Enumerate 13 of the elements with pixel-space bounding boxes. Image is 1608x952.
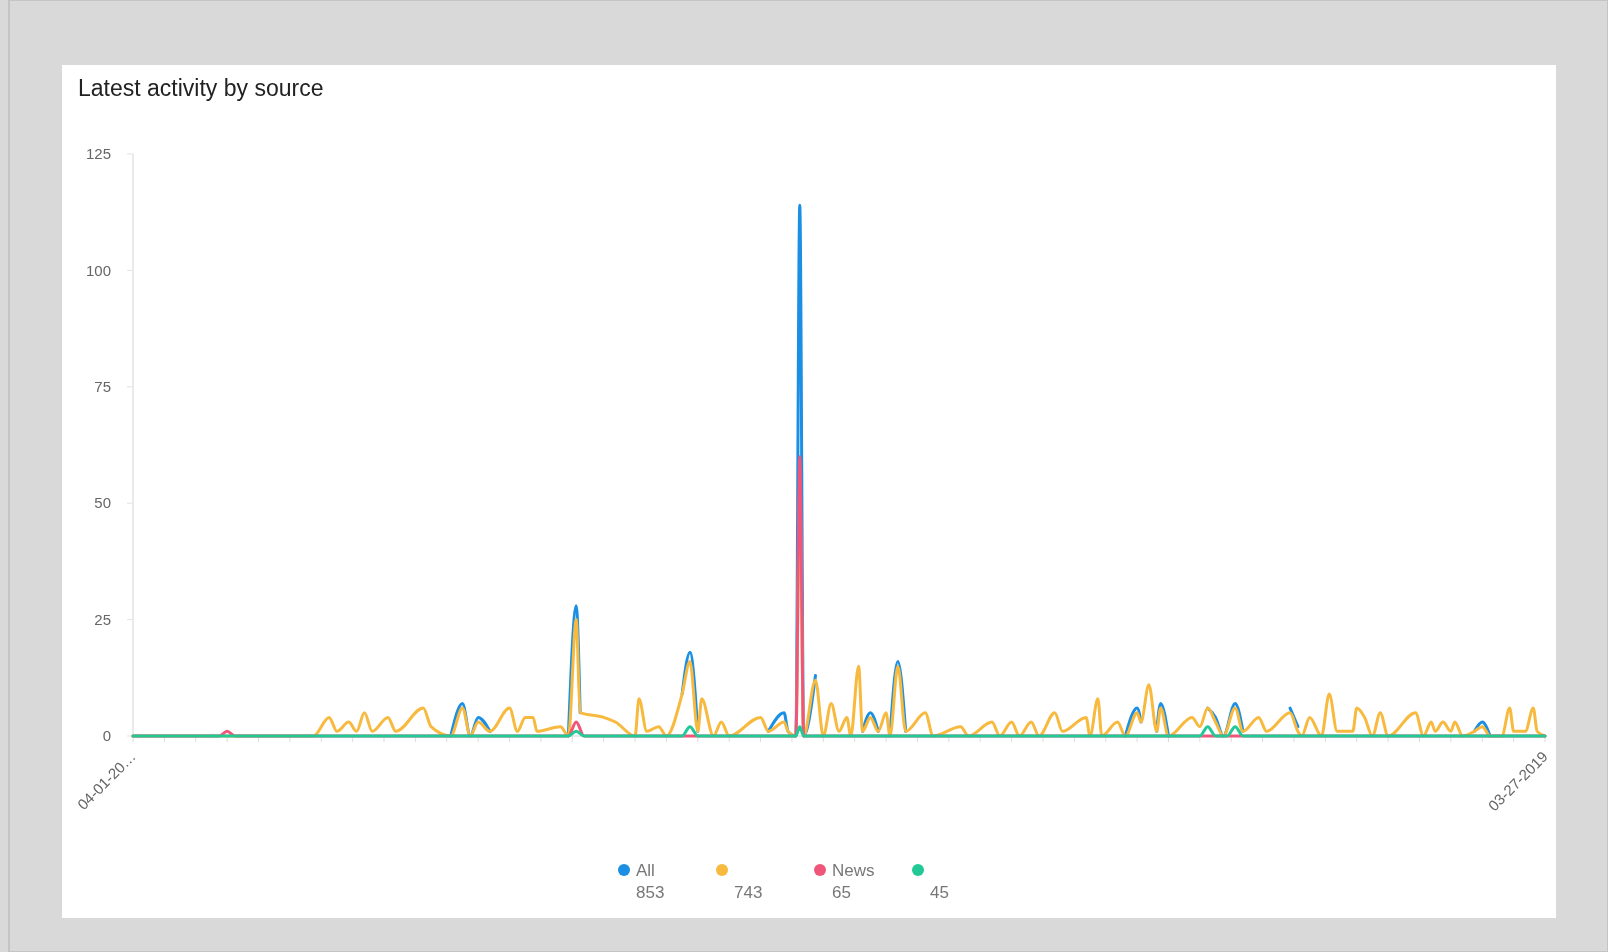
y-tick-label: 0: [102, 727, 111, 745]
text: 65: [832, 882, 851, 902]
legend-label: News: [832, 860, 875, 880]
legend-label: All: [636, 860, 655, 880]
text: 853: [636, 882, 665, 902]
y-tick-label: 75: [94, 378, 111, 396]
y-tick-label: 50: [94, 494, 111, 512]
y-tick-label: 25: [94, 610, 111, 628]
chart-title: Latest activity by source: [78, 75, 324, 101]
text: 743: [734, 882, 763, 902]
text: 45: [930, 882, 949, 902]
y-tick-label: 100: [85, 261, 111, 279]
y-tick-label: 125: [85, 145, 111, 163]
